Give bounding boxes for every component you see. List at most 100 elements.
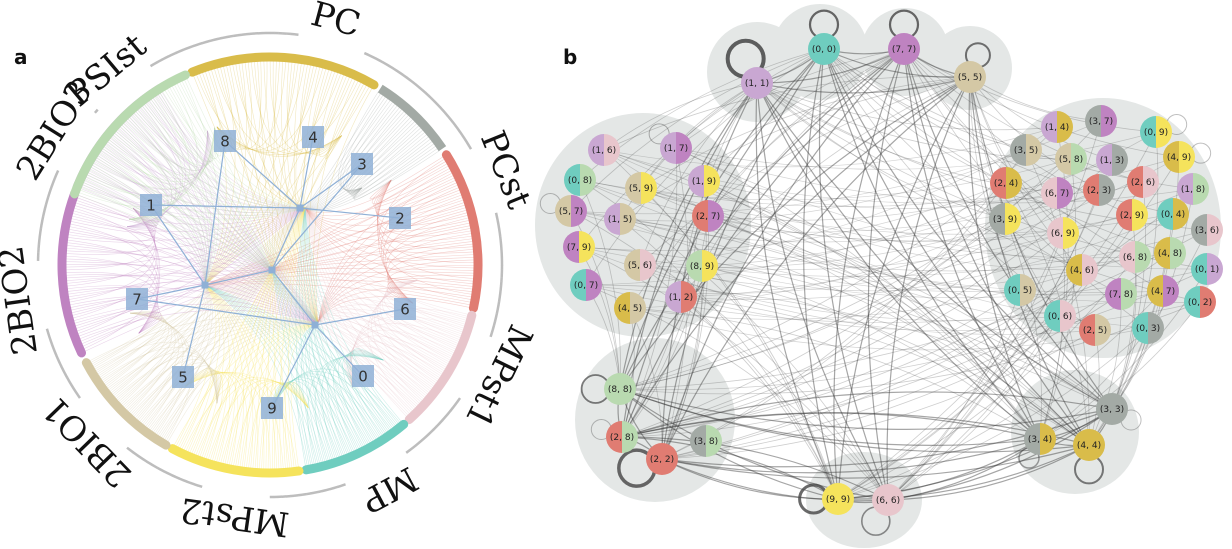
node-label: (4, 7) [1151, 287, 1175, 297]
node-label: (8, 8) [608, 385, 632, 395]
node-label: (7, 8) [1109, 290, 1133, 300]
group-arc-pcst [441, 150, 483, 313]
node: (4, 7) [1147, 275, 1179, 307]
group-arcs [57, 52, 483, 478]
node-label: (2, 4) [994, 179, 1018, 189]
node-label: (3, 4) [1028, 435, 1052, 445]
cluster-box-7: 7 [126, 288, 148, 310]
node: (4, 8) [1154, 237, 1186, 269]
node-label: (2, 3) [1087, 186, 1111, 196]
node: (2, 5) [1079, 314, 1111, 346]
node: (6, 8) [1119, 241, 1151, 273]
node: (0, 7) [570, 269, 602, 301]
network-nodes: (0, 0) (7, 7) (1, 1) (5, 5) (1, 6) (1, 7) (0, … [555, 33, 1223, 516]
cluster-label-2: 2 [395, 210, 405, 228]
node-label: (6, 7) [1045, 189, 1069, 199]
node: (1, 6) [588, 134, 620, 166]
node: (0, 5) [1004, 274, 1036, 306]
node: (2, 6) [1127, 166, 1159, 198]
node: (3, 5) [1010, 134, 1042, 166]
node: (0, 4) [1157, 198, 1189, 230]
node-label: (2, 7) [696, 212, 720, 222]
node-label: (0, 4) [1161, 210, 1185, 220]
cluster-label-5: 5 [178, 369, 188, 387]
node: (7, 9) [563, 231, 595, 263]
node: (6, 9) [1047, 217, 1079, 249]
cluster-box-1: 1 [140, 194, 162, 216]
node: (1, 4) [1041, 111, 1073, 143]
node-label: (7, 9) [567, 243, 591, 253]
node: (9, 9) [822, 483, 854, 515]
node-label: (1, 1) [745, 79, 769, 89]
panel-b-network-graph: (0, 0) (7, 7) (1, 1) (5, 5) (1, 6) (1, 7) (0, … [535, 4, 1223, 548]
node: (2, 4) [990, 167, 1022, 199]
panel-letter-b: b [563, 45, 577, 69]
cluster-box-4: 4 [302, 126, 324, 148]
node: (2, 8) [606, 421, 638, 453]
node-label: (3, 6) [1195, 226, 1219, 236]
cluster-box-5: 5 [172, 366, 194, 388]
node: (5, 8) [1055, 143, 1087, 175]
node-label: (0, 5) [1008, 286, 1032, 296]
node: (0, 1) [1191, 253, 1223, 285]
node-label: (0, 8) [568, 176, 592, 186]
node-label: (5, 9) [629, 184, 653, 194]
node: (3, 6) [1191, 214, 1223, 246]
node-label: (4, 6) [1070, 266, 1094, 276]
node-label: (4, 8) [1158, 249, 1182, 259]
node-label: (6, 6) [876, 496, 900, 506]
node: (0, 2) [1184, 286, 1216, 318]
cluster-label-8: 8 [220, 133, 230, 151]
node-label: (9, 9) [826, 495, 850, 505]
node-label: (0, 1) [1195, 265, 1219, 275]
node-label: (0, 2) [1188, 298, 1212, 308]
node-label: (1, 8) [1181, 185, 1205, 195]
node-label: (3, 9) [993, 215, 1017, 225]
node: (1, 8) [1177, 173, 1209, 205]
cluster-label-0: 0 [358, 368, 368, 386]
cluster-label-1: 1 [146, 197, 156, 215]
cluster-label-4: 4 [308, 129, 318, 147]
node-label: (2, 6) [1131, 178, 1155, 188]
cluster-network: 0 1 2 3 4 5 6 7 8 9 [126, 126, 416, 419]
group-label-pc: PC [307, 0, 365, 45]
node-label: (0, 9) [1144, 128, 1168, 138]
node: (7, 7) [888, 33, 920, 65]
node-label: (4, 5) [618, 304, 642, 314]
cluster-box-8: 8 [214, 130, 236, 152]
node: (8, 9) [686, 250, 718, 282]
node-label: (3, 5) [1014, 146, 1038, 156]
panel-letter-a: a [14, 45, 28, 69]
cluster-label-7: 7 [132, 291, 142, 309]
node-label: (4, 9) [1167, 153, 1191, 163]
node: (4, 5) [614, 292, 646, 324]
node-label: (0, 3) [1136, 324, 1160, 334]
cluster-label-6: 6 [400, 301, 410, 319]
node-label: (6, 9) [1051, 229, 1075, 239]
cluster-box-6: 6 [394, 298, 416, 320]
group-arc-mpst1 [404, 310, 477, 425]
node: (7, 8) [1105, 278, 1137, 310]
node-label: (0, 7) [574, 281, 598, 291]
cluster-box-3: 3 [351, 153, 373, 175]
node: (3, 9) [989, 203, 1021, 235]
node-label: (1, 9) [692, 177, 716, 187]
node: (1, 3) [1096, 144, 1128, 176]
node: (4, 6) [1066, 254, 1098, 286]
group-label-mp: MP [354, 458, 424, 520]
cluster-label-9: 9 [267, 400, 277, 418]
node-label: (8, 9) [690, 262, 714, 272]
group-arc-mp [301, 419, 409, 475]
node: (0, 0) [808, 33, 840, 65]
cluster-box-0: 0 [352, 365, 374, 387]
node: (6, 6) [872, 484, 904, 516]
node-label: (6, 8) [1123, 253, 1147, 263]
group-label-2bio1: 2BIO1 [35, 388, 140, 495]
node: (1, 7) [660, 132, 692, 164]
node-label: (5, 8) [1059, 155, 1083, 165]
group-arc-2bio2 [57, 189, 86, 358]
node-label: (2, 9) [1120, 211, 1144, 221]
node-label: (3, 8) [694, 437, 718, 447]
node: (0, 8) [564, 164, 596, 196]
node: (5, 5) [954, 61, 986, 93]
